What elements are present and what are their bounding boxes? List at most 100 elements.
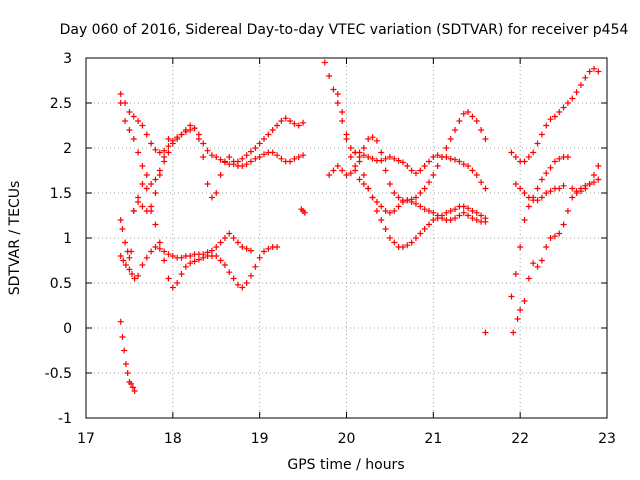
data-point <box>452 127 459 133</box>
data-point <box>399 244 406 250</box>
data-point <box>460 110 467 117</box>
data-point <box>395 157 402 164</box>
data-point <box>482 329 489 336</box>
data-point <box>512 271 519 277</box>
data-point <box>569 95 576 102</box>
x-tick-label: 21 <box>424 431 442 447</box>
data-point <box>334 100 341 106</box>
data-point <box>525 194 532 201</box>
data-point <box>434 152 441 159</box>
data-point <box>287 158 294 165</box>
data-point <box>482 185 489 192</box>
data-point <box>139 122 146 129</box>
data-point <box>399 199 406 205</box>
data-point <box>234 239 241 246</box>
data-point <box>556 185 563 192</box>
data-point <box>447 208 454 214</box>
y-tick-label: 0 <box>63 321 72 337</box>
data-point <box>347 145 354 151</box>
data-point <box>121 347 128 354</box>
data-point <box>582 182 589 189</box>
data-point <box>256 254 263 261</box>
data-point <box>178 131 185 138</box>
data-point <box>391 190 398 196</box>
data-point <box>465 205 472 212</box>
data-point <box>460 203 467 210</box>
data-point <box>417 203 424 210</box>
data-point <box>512 181 519 187</box>
data-point <box>512 154 519 160</box>
data-point <box>569 185 576 192</box>
data-point <box>252 263 259 270</box>
data-point <box>152 244 159 250</box>
data-point <box>126 109 133 115</box>
data-point <box>547 116 554 123</box>
data-point <box>139 181 146 187</box>
data-point <box>265 245 272 252</box>
data-point <box>382 226 389 232</box>
data-point <box>217 257 224 264</box>
data-point <box>369 134 376 141</box>
data-point <box>165 275 172 282</box>
data-point <box>586 68 593 75</box>
data-point <box>434 212 441 219</box>
data-point <box>217 172 224 178</box>
data-point <box>386 154 393 160</box>
series-track-o <box>510 176 602 336</box>
data-point <box>191 125 198 132</box>
data-point <box>510 329 517 336</box>
data-point <box>412 235 419 241</box>
data-point <box>560 182 567 189</box>
data-point <box>430 154 437 160</box>
data-point <box>343 172 350 178</box>
data-point <box>195 256 202 263</box>
data-point <box>252 155 259 162</box>
data-point <box>417 230 424 237</box>
data-point <box>321 59 328 66</box>
data-point <box>478 127 485 133</box>
data-point <box>473 172 480 178</box>
data-point <box>452 206 459 213</box>
data-point <box>126 127 133 133</box>
data-point <box>373 208 380 214</box>
series-track-g <box>298 206 308 216</box>
data-point <box>117 91 124 97</box>
data-point <box>590 179 597 186</box>
y-tick-label: 3 <box>63 51 72 67</box>
data-point <box>139 203 146 210</box>
data-point <box>117 318 124 325</box>
data-point <box>239 244 246 250</box>
axis-ticks: 17 18 19 20 21 22 23 -1 -0.5 0 0.5 1 1.5 2 2.5 3 <box>45 51 616 447</box>
data-point <box>143 185 150 192</box>
data-point <box>269 127 276 133</box>
data-point <box>482 136 489 142</box>
series-track-p <box>512 181 567 204</box>
data-point <box>247 247 254 254</box>
data-point <box>556 230 563 237</box>
data-point <box>378 217 385 223</box>
data-point <box>517 185 524 192</box>
series-track-m <box>508 65 602 165</box>
data-point <box>122 361 129 367</box>
chart-title: Day 060 of 2016, Sidereal Day-to-day VTE… <box>60 22 629 38</box>
data-point <box>295 122 302 129</box>
data-point <box>200 140 207 147</box>
data-point <box>334 163 341 169</box>
data-point <box>128 380 135 387</box>
data-point <box>161 154 168 160</box>
x-tick-label: 20 <box>338 431 356 447</box>
data-point <box>386 235 393 241</box>
data-point <box>343 136 350 142</box>
data-point <box>174 280 181 286</box>
y-axis-label: SDTVAR / TECUs <box>7 181 23 296</box>
data-point <box>369 194 376 201</box>
data-point <box>148 140 155 147</box>
data-point <box>456 212 463 219</box>
y-tick-label: 2.5 <box>50 96 72 112</box>
y-tick-label: 2 <box>63 141 72 157</box>
data-point <box>373 199 380 205</box>
data-point <box>430 217 437 223</box>
data-point <box>543 190 550 196</box>
data-point <box>256 140 263 147</box>
